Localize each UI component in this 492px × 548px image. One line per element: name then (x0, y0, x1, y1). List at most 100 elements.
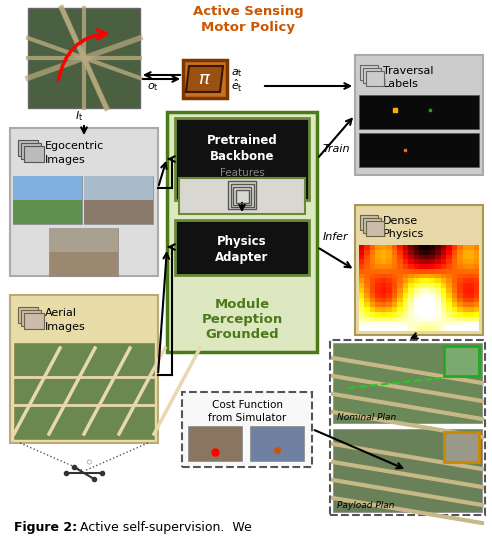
Bar (355, 55, 483, 175)
Bar (468, 273, 473, 278)
Bar (381, 283, 386, 288)
Bar (468, 255, 473, 259)
Bar (462, 298, 468, 302)
Bar (386, 269, 392, 273)
Bar (457, 245, 462, 250)
Bar (414, 307, 419, 312)
Bar (452, 245, 457, 250)
Bar (446, 326, 452, 331)
Bar (430, 317, 435, 322)
Bar (381, 255, 386, 259)
Bar (370, 264, 375, 269)
Bar (430, 326, 435, 331)
Bar (21, 143, 41, 159)
Bar (375, 326, 381, 331)
Bar (462, 288, 468, 293)
Bar (468, 312, 473, 317)
Bar (457, 259, 462, 264)
Bar (402, 269, 408, 273)
Text: Physics: Physics (217, 236, 267, 248)
Bar (366, 221, 384, 236)
Bar (24, 313, 44, 329)
Bar (468, 298, 473, 302)
Text: $a_{\rm t}$: $a_{\rm t}$ (231, 67, 243, 79)
Bar (21, 310, 41, 326)
Bar (430, 255, 435, 259)
Bar (468, 288, 473, 293)
Bar (13, 200, 82, 224)
Bar (408, 273, 414, 278)
Bar (392, 269, 397, 273)
Bar (381, 298, 386, 302)
Bar (457, 326, 462, 331)
Bar (462, 255, 468, 259)
Bar (375, 283, 381, 288)
Bar (457, 293, 462, 298)
Bar (408, 278, 414, 283)
Bar (452, 255, 457, 259)
Bar (457, 264, 462, 269)
Bar (414, 293, 419, 298)
Bar (435, 245, 441, 250)
Text: Grounded: Grounded (205, 328, 279, 340)
Bar (402, 245, 408, 250)
Bar (365, 250, 370, 255)
Bar (452, 269, 457, 273)
Bar (462, 317, 468, 322)
Bar (365, 307, 370, 312)
Bar (386, 255, 392, 259)
Bar (419, 259, 425, 264)
Bar (363, 68, 381, 83)
Bar (167, 112, 317, 352)
Bar (444, 432, 479, 462)
Bar (392, 288, 397, 293)
Bar (462, 264, 468, 269)
Bar (408, 326, 414, 331)
Bar (457, 322, 462, 326)
Bar (441, 293, 446, 298)
Bar (363, 218, 381, 233)
Text: $\hat{e}_{\rm t}$: $\hat{e}_{\rm t}$ (231, 78, 243, 94)
Bar (392, 255, 397, 259)
Bar (397, 302, 402, 307)
Bar (473, 255, 479, 259)
Bar (457, 250, 462, 255)
Bar (408, 298, 414, 302)
Bar (397, 317, 402, 322)
Bar (419, 326, 425, 331)
Bar (425, 259, 430, 264)
Bar (365, 283, 370, 288)
Bar (435, 264, 441, 269)
Bar (392, 245, 397, 250)
Bar (435, 302, 441, 307)
Bar (419, 298, 425, 302)
Bar (462, 307, 468, 312)
Text: Egocentric: Egocentric (45, 141, 104, 151)
Bar (408, 293, 414, 298)
Bar (446, 264, 452, 269)
Bar (386, 250, 392, 255)
Bar (462, 322, 468, 326)
Bar (457, 273, 462, 278)
Bar (430, 259, 435, 264)
Bar (446, 250, 452, 255)
Bar (381, 293, 386, 298)
Bar (370, 283, 375, 288)
Bar (452, 283, 457, 288)
Bar (84, 176, 153, 200)
Text: Physics: Physics (383, 229, 424, 239)
Bar (473, 283, 479, 288)
Bar (414, 298, 419, 302)
Bar (386, 317, 392, 322)
Bar (397, 283, 402, 288)
Bar (468, 302, 473, 307)
Bar (402, 322, 408, 326)
Text: Pretrained: Pretrained (207, 134, 277, 146)
Bar (13, 176, 82, 200)
Bar (365, 288, 370, 293)
Bar (408, 288, 414, 293)
Bar (397, 322, 402, 326)
Bar (435, 298, 441, 302)
Bar (435, 322, 441, 326)
Text: Labels: Labels (383, 79, 419, 89)
